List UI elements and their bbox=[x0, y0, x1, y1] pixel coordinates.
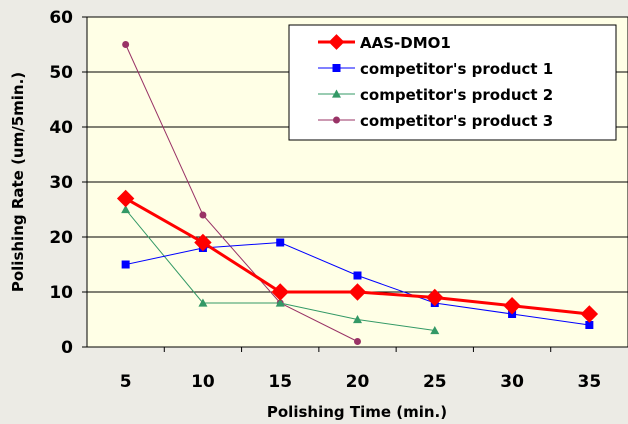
data-point bbox=[353, 271, 362, 280]
x-tick-label: 5 bbox=[120, 372, 132, 392]
legend-label: competitor's product 1 bbox=[360, 60, 553, 78]
y-tick-label: 50 bbox=[49, 63, 73, 83]
legend-label: competitor's product 2 bbox=[360, 86, 553, 104]
data-point bbox=[198, 298, 208, 307]
data-point bbox=[426, 288, 444, 307]
data-point bbox=[275, 298, 285, 307]
data-point bbox=[121, 205, 131, 214]
legend-label: AAS-DMO1 bbox=[360, 34, 451, 52]
data-point bbox=[348, 283, 367, 301]
x-tick-label: 25 bbox=[423, 372, 447, 392]
series-1 bbox=[116, 189, 599, 323]
data-point bbox=[585, 321, 594, 329]
y-tick-label: 40 bbox=[49, 118, 73, 138]
data-point bbox=[353, 315, 362, 324]
data-point bbox=[121, 260, 130, 269]
y-tick-label: 30 bbox=[49, 173, 73, 193]
x-axis-ticks: 5 10 15 20 25 30 35 bbox=[120, 347, 601, 392]
data-point bbox=[116, 189, 135, 208]
legend-label: competitor's product 3 bbox=[360, 112, 553, 130]
y-axis-title: Polishing Rate (um/5min.) bbox=[9, 72, 27, 292]
y-axis-ticks: 0 10 20 30 40 50 60 bbox=[49, 8, 87, 358]
series-line bbox=[125, 44, 358, 342]
legend-item: competitor's product 3 bbox=[318, 112, 553, 130]
x-tick-label: 10 bbox=[191, 372, 215, 392]
legend-item: competitor's product 1 bbox=[318, 60, 553, 78]
data-point bbox=[580, 305, 599, 323]
series-3 bbox=[121, 205, 440, 335]
legend: AAS-DMO1 competitor's product 1 competitor… bbox=[288, 24, 617, 141]
y-tick-label: 60 bbox=[49, 8, 73, 28]
legend-box bbox=[288, 24, 617, 141]
data-point bbox=[194, 233, 212, 252]
x-tick-label: 15 bbox=[268, 372, 292, 392]
legend-item: competitor's product 2 bbox=[318, 86, 553, 104]
data-point bbox=[503, 297, 521, 315]
legend-item: AAS-DMO1 bbox=[318, 34, 451, 52]
x-axis-title: Polishing Time (min.) bbox=[267, 403, 447, 421]
y-tick-label: 10 bbox=[49, 283, 73, 303]
data-point bbox=[199, 211, 207, 219]
data-point bbox=[271, 283, 289, 301]
y-tick-label: 20 bbox=[49, 228, 73, 248]
data-point bbox=[276, 238, 285, 247]
series-layer bbox=[116, 41, 599, 345]
x-tick-label: 30 bbox=[500, 372, 524, 392]
y-tick-label: 0 bbox=[61, 338, 73, 358]
legend-marker bbox=[332, 89, 341, 98]
legend-marker bbox=[332, 64, 341, 72]
data-point bbox=[354, 338, 361, 345]
data-point bbox=[430, 326, 440, 335]
data-point bbox=[122, 41, 130, 48]
legend-marker bbox=[333, 116, 340, 124]
x-tick-label: 35 bbox=[578, 372, 602, 392]
x-tick-label: 20 bbox=[346, 372, 370, 392]
legend-marker bbox=[328, 34, 345, 50]
